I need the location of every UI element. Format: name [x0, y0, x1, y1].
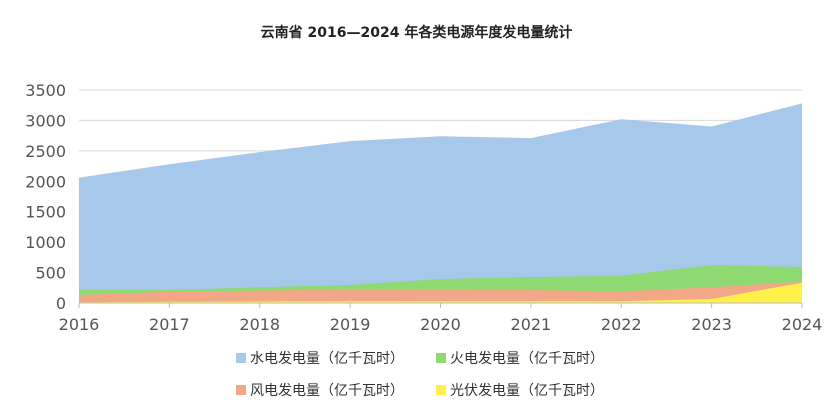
- legend-swatch: [436, 353, 446, 363]
- x-tick-label: 2017: [149, 315, 190, 334]
- y-tick-label: 1500: [25, 203, 66, 222]
- legend-item-wind: 风电发电量（亿千瓦时）: [236, 380, 422, 400]
- y-tick-label: 1000: [25, 233, 66, 252]
- area-series-2: [79, 281, 802, 303]
- legend-row-2: 风电发电量（亿千瓦时） 光伏发电量（亿千瓦时）: [236, 380, 622, 400]
- y-tick-label: 3500: [25, 81, 66, 100]
- x-tick-label: 2016: [59, 315, 100, 334]
- x-tick-label: 2021: [511, 315, 552, 334]
- x-tick-label: 2022: [601, 315, 642, 334]
- legend-swatch: [236, 385, 246, 395]
- y-tick-label: 500: [35, 264, 66, 283]
- legend-label: 光伏发电量（亿千瓦时）: [450, 383, 604, 399]
- legend-item-thermal: 火电发电量（亿千瓦时）: [436, 348, 622, 368]
- x-tick-label: 2019: [330, 315, 371, 334]
- chart-title: 云南省 2016—2024 年各类电源年度发电量统计: [260, 25, 573, 41]
- x-tick-label: 2020: [420, 315, 461, 334]
- y-tick-label: 0: [56, 294, 66, 313]
- area-series-3: [79, 282, 802, 303]
- y-tick-label: 3000: [25, 111, 66, 130]
- x-tick-label: 2018: [239, 315, 280, 334]
- y-tick-label: 2500: [25, 142, 66, 161]
- legend-label: 水电发电量（亿千瓦时）: [250, 351, 404, 367]
- x-tick-label: 2024: [782, 315, 823, 334]
- legend-row-1: 水电发电量（亿千瓦时） 火电发电量（亿千瓦时）: [236, 348, 622, 368]
- area-series-0: [79, 103, 802, 303]
- legend-swatch: [236, 353, 246, 363]
- x-tick-label: 2023: [691, 315, 732, 334]
- legend-label: 火电发电量（亿千瓦时）: [450, 351, 604, 367]
- legend-item-hydro: 水电发电量（亿千瓦时）: [236, 348, 422, 368]
- y-tick-label: 2000: [25, 172, 66, 191]
- legend-item-solar: 光伏发电量（亿千瓦时）: [436, 380, 622, 400]
- legend-swatch: [436, 385, 446, 395]
- legend-label: 风电发电量（亿千瓦时）: [250, 383, 404, 399]
